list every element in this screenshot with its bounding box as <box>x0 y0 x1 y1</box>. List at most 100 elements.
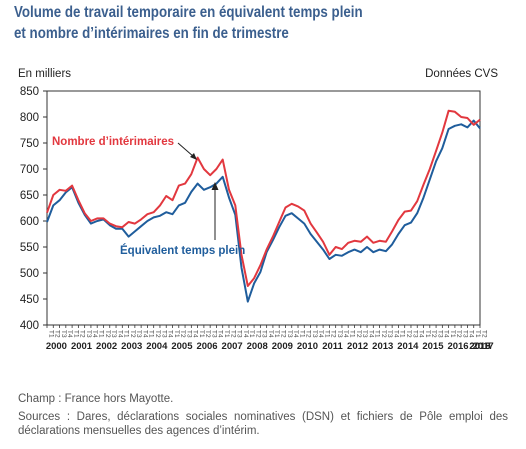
quarter-label: T1 <box>72 330 79 338</box>
champ-note: Champ : France hors Mayotte. <box>18 393 174 405</box>
quarter-label: T1 <box>198 330 205 338</box>
quarter-label: T2 <box>430 330 437 338</box>
quarter-label: T3 <box>336 330 343 338</box>
quarter-label: T4 <box>392 330 399 338</box>
quarter-label: T4 <box>91 330 98 338</box>
quarter-label: T2 <box>179 330 186 338</box>
quarter-label: T4 <box>141 330 148 338</box>
title-line-2: et nombre d’intérimaires en fin de trime… <box>14 25 289 42</box>
quarter-label: T4 <box>167 330 174 338</box>
y-tick-label: 550 <box>20 242 39 254</box>
quarter-label: T1 <box>123 330 130 338</box>
y-tick-label: 450 <box>20 294 39 306</box>
quarter-label: T3 <box>311 330 318 338</box>
year-label: 2018 <box>469 341 490 352</box>
year-label: 2011 <box>322 341 343 352</box>
y-tick-label: 800 <box>20 112 39 124</box>
year-label: 2004 <box>146 341 168 352</box>
quarter-label: T2 <box>79 330 86 338</box>
quarter-label: T1 <box>374 330 381 338</box>
quarter-label: T3 <box>85 330 92 338</box>
year-label: 2006 <box>196 341 217 352</box>
year-label: 2010 <box>297 341 318 352</box>
quarter-label: T2 <box>229 330 236 338</box>
quarter-label: T4 <box>443 330 450 338</box>
quarter-label: T3 <box>185 330 192 338</box>
quarter-label: T4 <box>116 330 123 338</box>
year-label: 2002 <box>96 341 117 352</box>
quarter-label: T3 <box>361 330 368 338</box>
year-label: 2016 <box>447 341 468 352</box>
quarter-label: T1 <box>323 330 330 338</box>
year-label: 2013 <box>372 341 393 352</box>
annotation-interimaires: Nombre d’intérimaires <box>52 136 174 148</box>
chart-notes: Champ : France hors Mayotte. Sources : D… <box>18 392 508 439</box>
year-label: 2008 <box>247 341 268 352</box>
quarter-label: T1 <box>273 330 280 338</box>
annotation-arrow-interimaires <box>177 142 195 158</box>
quarter-label: T1 <box>173 330 180 338</box>
year-label: 2015 <box>422 341 444 352</box>
series-line-interimaires <box>46 109 481 287</box>
annotation-arrowhead-interimaires <box>190 153 197 160</box>
quarter-label: T3 <box>236 330 243 338</box>
year-label: 2019 <box>469 341 490 352</box>
quarter-label: T4 <box>217 330 224 338</box>
quarter-label: T2 <box>204 330 211 338</box>
quarter-label: T4 <box>192 330 199 338</box>
year-label: 2014 <box>397 341 419 352</box>
series-line-etp <box>46 119 481 303</box>
quarter-label: T1 <box>399 330 406 338</box>
source-label: Données CVS <box>425 68 498 80</box>
plot-frame <box>46 90 481 326</box>
quarter-label: T4 <box>292 330 299 338</box>
quarter-label: T3 <box>411 330 418 338</box>
y-tick-label: 400 <box>20 320 39 332</box>
quarter-label: T1 <box>349 330 356 338</box>
quarter-label: T1 <box>424 330 431 338</box>
y-tick-label: 600 <box>20 216 39 228</box>
quarter-label: T2 <box>154 330 161 338</box>
quarter-label: T2 <box>380 330 387 338</box>
annotation-etp: Équivalent temps plein <box>120 244 245 257</box>
y-tick-label: 750 <box>20 138 39 150</box>
quarter-label: T3 <box>60 330 67 338</box>
quarter-label: T2 <box>54 330 61 338</box>
quarter-label: T1 <box>449 330 456 338</box>
year-label: 2003 <box>121 341 142 352</box>
quarter-label: T2 <box>305 330 312 338</box>
quarter-label: T1 <box>474 330 481 338</box>
quarter-label: T3 <box>436 330 443 338</box>
quarter-label: T4 <box>342 330 349 338</box>
quarter-label: T1 <box>98 330 105 338</box>
year-label: 2005 <box>171 341 193 352</box>
y-tick-label: 650 <box>20 190 39 202</box>
quarter-label: T3 <box>110 330 117 338</box>
annotation-arrowhead-etp <box>211 182 219 190</box>
quarter-label: T2 <box>279 330 286 338</box>
quarter-label: T1 <box>223 330 230 338</box>
year-label: 2017 <box>473 341 494 352</box>
year-label: 2001 <box>71 341 93 352</box>
year-label: 2012 <box>347 341 368 352</box>
quarter-label: T3 <box>261 330 268 338</box>
chart-title: Volume de travail temporaire en équivale… <box>14 2 444 44</box>
quarter-label: T2 <box>104 330 111 338</box>
quarter-label: T1 <box>47 330 54 338</box>
quarter-label: T2 <box>455 330 462 338</box>
y-tick-label: 850 <box>20 86 39 98</box>
year-label: 2009 <box>272 341 293 352</box>
quarter-label: T2 <box>480 330 487 338</box>
quarter-label: T3 <box>135 330 142 338</box>
unit-label: En milliers <box>18 68 72 80</box>
quarter-label: T4 <box>66 330 73 338</box>
sources-note: Sources : Dares, déclarations sociales n… <box>18 410 508 438</box>
quarter-label: T4 <box>367 330 374 338</box>
quarter-label: T3 <box>461 330 468 338</box>
quarter-label: T3 <box>160 330 167 338</box>
quarter-label: T2 <box>129 330 136 338</box>
quarter-label: T3 <box>210 330 217 338</box>
quarter-label: T2 <box>405 330 412 338</box>
quarter-label: T4 <box>317 330 324 338</box>
